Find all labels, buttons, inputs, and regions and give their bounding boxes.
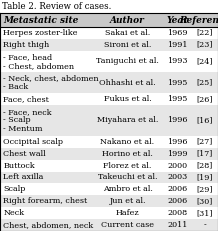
- Text: 1995: 1995: [167, 95, 188, 103]
- Text: Left axilla: Left axilla: [3, 173, 44, 182]
- Text: Current case: Current case: [101, 221, 154, 229]
- Bar: [0, 195, 218, 207]
- Text: Metastatic site: Metastatic site: [3, 16, 79, 24]
- Text: [16]: [16]: [197, 116, 213, 125]
- Text: 1995: 1995: [167, 79, 188, 87]
- Text: Herpes zoster-like: Herpes zoster-like: [3, 29, 78, 37]
- Text: Author: Author: [110, 16, 145, 24]
- Text: Right forearm, chest: Right forearm, chest: [3, 197, 87, 205]
- Text: [31]: [31]: [197, 209, 213, 217]
- Bar: [0, 207, 218, 219]
- Bar: [0, 136, 218, 148]
- Text: - Scalp: - Scalp: [3, 116, 31, 125]
- Text: [30]: [30]: [197, 197, 213, 205]
- Bar: [0, 93, 218, 105]
- Bar: [0, 105, 218, 136]
- Text: -: -: [204, 221, 206, 229]
- Text: Sironi et al.: Sironi et al.: [104, 41, 151, 49]
- Text: Miyahara et al.: Miyahara et al.: [97, 116, 158, 125]
- Text: Sakai et al.: Sakai et al.: [105, 29, 150, 37]
- Text: 2000: 2000: [168, 162, 188, 170]
- Text: Right thigh: Right thigh: [3, 41, 49, 49]
- Text: Year: Year: [167, 16, 189, 24]
- Bar: [0, 172, 218, 183]
- Text: Nakano et al.: Nakano et al.: [100, 138, 155, 146]
- Text: [28]: [28]: [197, 162, 213, 170]
- Text: 1969: 1969: [167, 29, 188, 37]
- Text: [23]: [23]: [197, 41, 213, 49]
- Bar: [0, 13, 218, 27]
- Text: Hafez: Hafez: [116, 209, 139, 217]
- Text: 2011: 2011: [167, 221, 188, 229]
- Text: Neck: Neck: [3, 209, 24, 217]
- Text: [19]: [19]: [197, 173, 213, 182]
- Text: Buttock: Buttock: [3, 162, 35, 170]
- Bar: [0, 72, 218, 93]
- Text: Occipital scalp: Occipital scalp: [3, 138, 63, 146]
- Text: Reference: Reference: [179, 16, 218, 24]
- Text: Fukus et al.: Fukus et al.: [104, 95, 152, 103]
- Text: - Chest, abdomen: - Chest, abdomen: [3, 62, 74, 70]
- Text: Table 2. Review of cases.: Table 2. Review of cases.: [2, 2, 112, 11]
- Text: - Back: - Back: [3, 83, 29, 91]
- Text: 2006: 2006: [168, 197, 188, 205]
- Text: - Face, neck: - Face, neck: [3, 108, 52, 116]
- Text: Ambro et al.: Ambro et al.: [103, 185, 152, 193]
- Bar: [0, 51, 218, 72]
- Text: 1991: 1991: [167, 41, 188, 49]
- Text: Chest wall: Chest wall: [3, 150, 46, 158]
- Text: Face, chest: Face, chest: [3, 95, 49, 103]
- Text: 1999: 1999: [167, 150, 188, 158]
- Text: [24]: [24]: [197, 57, 213, 65]
- Bar: [0, 39, 218, 51]
- Bar: [0, 27, 218, 39]
- Text: Scalp: Scalp: [3, 185, 26, 193]
- Text: [22]: [22]: [197, 29, 213, 37]
- Text: 2003: 2003: [168, 173, 188, 182]
- Text: [26]: [26]: [197, 95, 213, 103]
- Text: Jun et al.: Jun et al.: [109, 197, 146, 205]
- Text: [17]: [17]: [197, 150, 213, 158]
- Text: 1996: 1996: [167, 138, 188, 146]
- Text: 2006: 2006: [168, 185, 188, 193]
- Bar: [0, 160, 218, 172]
- Text: Taniguchi et al.: Taniguchi et al.: [96, 57, 159, 65]
- Text: Horino et al.: Horino et al.: [102, 150, 153, 158]
- Text: 1996: 1996: [167, 116, 188, 125]
- Text: 2008: 2008: [168, 209, 188, 217]
- Text: Chest, abdomen, neck: Chest, abdomen, neck: [3, 221, 94, 229]
- Text: [25]: [25]: [197, 79, 213, 87]
- Text: Takeuchi et al.: Takeuchi et al.: [98, 173, 157, 182]
- Text: Ohhashi et al.: Ohhashi et al.: [99, 79, 156, 87]
- Bar: [0, 148, 218, 160]
- Text: - Face, head: - Face, head: [3, 53, 52, 61]
- Text: - Mentum: - Mentum: [3, 125, 43, 133]
- Text: Florez et al.: Florez et al.: [103, 162, 152, 170]
- Text: [27]: [27]: [197, 138, 213, 146]
- Text: 1993: 1993: [167, 57, 188, 65]
- Text: - Neck, chest, abdomen: - Neck, chest, abdomen: [3, 74, 99, 82]
- Bar: [0, 183, 218, 195]
- Text: [29]: [29]: [197, 185, 213, 193]
- Bar: [0, 219, 218, 231]
